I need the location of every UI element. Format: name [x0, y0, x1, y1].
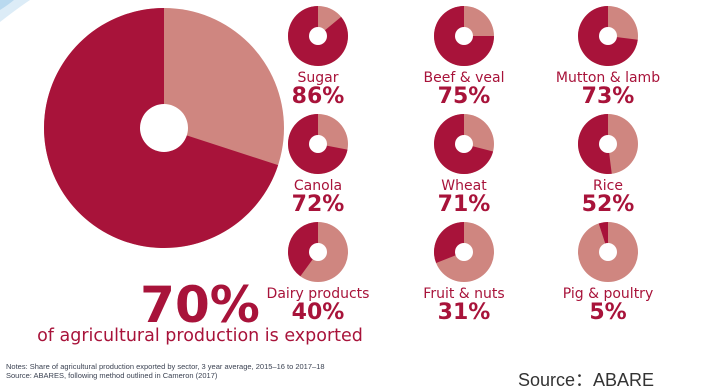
sector-percentage: 52% [581, 192, 635, 217]
sector-name: Beef & veal [423, 70, 505, 86]
sector-exported-slice [578, 114, 612, 174]
sector-tile: Rice 52% [533, 114, 683, 216]
overall-export-percentage: 70% [140, 276, 260, 334]
sector-donut [288, 222, 348, 282]
sector-center-hole [309, 135, 327, 153]
sector-tile: Wheat 71% [389, 114, 539, 216]
sector-tile: Fruit & nuts 31% [389, 222, 539, 324]
sector-percentage: 86% [291, 84, 345, 109]
image-source-caption: Source：ABARE [518, 370, 655, 390]
sector-exported-slice [288, 222, 318, 277]
sector-percentage: 5% [589, 300, 627, 325]
sector-percentage: 72% [291, 192, 345, 217]
sector-name: Sugar [297, 70, 339, 86]
sector-tile: Pig & poultry 5% [533, 222, 683, 324]
chart-notes: Notes: Share of agricultural production … [6, 362, 436, 380]
sector-name: Dairy products [266, 286, 370, 302]
sector-center-hole [599, 135, 617, 153]
sector-center-hole [455, 243, 473, 261]
sector-percentage: 73% [581, 84, 635, 109]
sector-donut [578, 6, 638, 66]
sector-name: Pig & poultry [562, 286, 654, 302]
sector-name: Wheat [441, 178, 487, 194]
sector-donut [578, 222, 638, 282]
sector-donut [434, 222, 494, 282]
notes-line: Notes: Share of agricultural production … [6, 362, 325, 371]
sector-tile: Sugar 86% [243, 6, 393, 108]
overall-export-donut [44, 8, 284, 248]
sector-center-hole [455, 27, 473, 45]
sector-name: Fruit & nuts [423, 286, 505, 302]
sector-donut [434, 114, 494, 174]
sector-donut [288, 6, 348, 66]
sector-name: Mutton & lamb [555, 70, 661, 86]
sector-tile: Beef & veal 75% [389, 6, 539, 108]
sector-center-hole [455, 135, 473, 153]
sector-center-hole [309, 243, 327, 261]
sector-percentage: 31% [437, 300, 491, 325]
sector-tile: Canola 72% [243, 114, 393, 216]
sector-center-hole [599, 27, 617, 45]
sector-tile: Mutton & lamb 73% [533, 6, 683, 108]
sector-name: Rice [593, 178, 623, 194]
overall-export-caption: of agricultural production is exported [37, 326, 363, 346]
corner-decoration [0, 0, 30, 22]
overall-center-hole [140, 104, 188, 152]
sector-center-hole [599, 243, 617, 261]
sector-name: Canola [293, 178, 343, 194]
sector-percentage: 71% [437, 192, 491, 217]
sector-donut [578, 114, 638, 174]
sector-center-hole [309, 27, 327, 45]
sector-percentage: 75% [437, 84, 491, 109]
sector-donut [288, 114, 348, 174]
sector-donut [434, 6, 494, 66]
sector-tile: Dairy products 40% [243, 222, 393, 324]
source-line: Source: ABARES, following method outline… [6, 371, 218, 380]
sector-percentage: 40% [291, 300, 345, 325]
